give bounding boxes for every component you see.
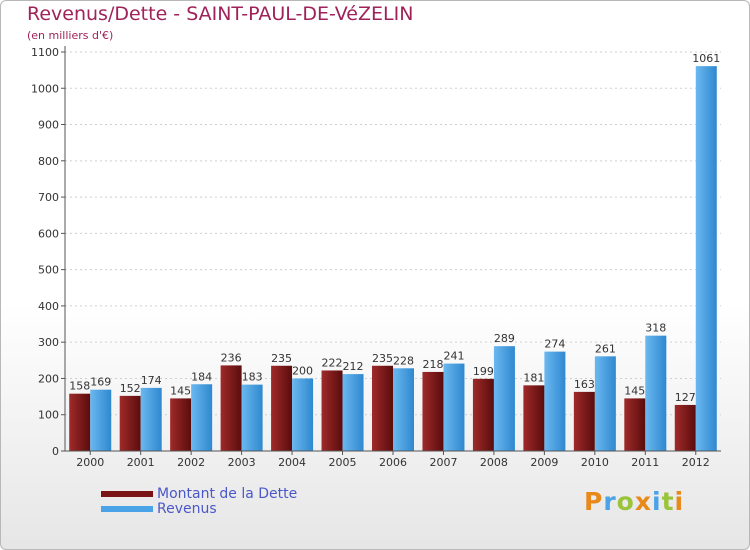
bar-revenue-2005 xyxy=(342,374,364,451)
bar-revenue-2012 xyxy=(695,66,717,451)
legend-label-debt: Montant de la Dette xyxy=(157,486,298,502)
legend-swatch-debt xyxy=(101,491,153,497)
y-tick-label: 900 xyxy=(38,119,59,132)
x-tick-label-2012: 2012 xyxy=(682,456,710,469)
proxiti-logo: Proxiti xyxy=(584,487,684,516)
data-label-debt-2009: 181 xyxy=(523,371,544,384)
data-label-revenue-2003: 183 xyxy=(242,371,263,384)
y-tick-label: 200 xyxy=(38,372,59,385)
logo-letter: P xyxy=(584,487,604,516)
bar-debt-2007 xyxy=(422,371,444,451)
logo-letter: t xyxy=(661,487,675,516)
bar-debt-2008 xyxy=(472,378,494,451)
data-label-debt-2010: 163 xyxy=(574,378,595,391)
data-label-revenue-2006: 228 xyxy=(393,354,414,367)
bar-debt-2012 xyxy=(674,404,696,451)
y-tick-label: 0 xyxy=(52,445,59,458)
data-label-debt-2012: 127 xyxy=(675,391,696,404)
logo-letter: i xyxy=(652,487,662,516)
data-label-revenue-2007: 241 xyxy=(443,350,464,363)
x-tick-label-2005: 2005 xyxy=(329,456,357,469)
y-tick-label: 700 xyxy=(38,191,59,204)
bar-revenue-2007 xyxy=(443,363,465,451)
y-tick-label: 1000 xyxy=(31,82,59,95)
x-tick-label-2008: 2008 xyxy=(480,456,508,469)
x-tick-label-2000: 2000 xyxy=(76,456,104,469)
bars xyxy=(69,66,717,451)
logo-letter: r xyxy=(603,487,617,516)
bar-debt-2005 xyxy=(321,370,343,451)
data-label-revenue-2002: 184 xyxy=(191,370,212,383)
y-tick-label: 800 xyxy=(38,155,59,168)
y-tick-label: 600 xyxy=(38,227,59,240)
data-label-debt-2000: 158 xyxy=(69,380,90,393)
logo-letter: x xyxy=(634,487,652,516)
x-tick-label-2007: 2007 xyxy=(429,456,457,469)
y-tick-label: 500 xyxy=(38,264,59,277)
data-label-debt-2003: 236 xyxy=(221,351,242,364)
x-tick-label-2006: 2006 xyxy=(379,456,407,469)
bar-debt-2003 xyxy=(220,365,242,451)
bar-revenue-2008 xyxy=(493,346,515,451)
legend-swatch-revenue xyxy=(101,506,153,512)
data-label-debt-2011: 145 xyxy=(624,384,645,397)
data-label-debt-2006: 235 xyxy=(372,352,393,365)
x-tick-label-2003: 2003 xyxy=(228,456,256,469)
bar-debt-2001 xyxy=(119,395,141,451)
bar-revenue-2009 xyxy=(544,351,566,451)
x-tick-label-2002: 2002 xyxy=(177,456,205,469)
bar-debt-2000 xyxy=(69,393,91,451)
data-label-revenue-2000: 169 xyxy=(90,376,111,389)
bar-debt-2004 xyxy=(271,365,293,451)
bar-revenue-2002 xyxy=(191,384,213,451)
bar-revenue-2003 xyxy=(241,384,263,451)
y-tick-label: 100 xyxy=(38,409,59,422)
axes xyxy=(61,46,721,455)
data-label-revenue-2008: 289 xyxy=(494,332,515,345)
y-tick-label: 1100 xyxy=(31,46,59,59)
data-label-debt-2001: 152 xyxy=(120,382,141,395)
x-tick-label-2009: 2009 xyxy=(530,456,558,469)
legend-label-revenue: Revenus xyxy=(157,501,217,517)
bar-debt-2002 xyxy=(170,398,192,451)
data-label-debt-2002: 145 xyxy=(170,384,191,397)
chart-subtitle: (en milliers d'€) xyxy=(27,29,114,42)
data-label-revenue-2005: 212 xyxy=(343,360,364,373)
data-label-revenue-2011: 318 xyxy=(645,322,666,335)
data-label-debt-2005: 222 xyxy=(322,356,343,369)
data-label-revenue-2001: 174 xyxy=(141,374,162,387)
bar-debt-2009 xyxy=(523,385,545,451)
logo-letter: o xyxy=(616,487,635,516)
bar-debt-2010 xyxy=(573,391,595,451)
data-label-revenue-2012: 1061 xyxy=(692,52,720,65)
chart-title: Revenus/Dette - SAINT-PAUL-DE-VéZELIN xyxy=(27,3,414,25)
data-label-revenue-2009: 274 xyxy=(544,338,565,351)
bar-debt-2006 xyxy=(372,365,393,451)
data-label-debt-2004: 235 xyxy=(271,352,292,365)
bar-revenue-2001 xyxy=(140,387,162,451)
bar-revenue-2000 xyxy=(90,389,112,451)
bar-revenue-2006 xyxy=(393,368,414,451)
bar-debt-2011 xyxy=(624,398,646,451)
logo-letter: i xyxy=(674,487,685,516)
data-label-revenue-2004: 200 xyxy=(292,364,313,377)
x-tick-label-2010: 2010 xyxy=(581,456,609,469)
x-tick-label-2001: 2001 xyxy=(127,456,155,469)
y-tick-label: 400 xyxy=(38,300,59,313)
x-tick-label-2011: 2011 xyxy=(631,456,659,469)
bar-revenue-2011 xyxy=(645,335,667,451)
bar-revenue-2004 xyxy=(292,378,314,451)
data-label-revenue-2010: 261 xyxy=(595,342,616,355)
data-label-debt-2007: 218 xyxy=(422,358,443,371)
bar-revenue-2010 xyxy=(594,356,616,451)
data-label-debt-2008: 199 xyxy=(473,365,494,378)
y-tick-label: 300 xyxy=(38,336,59,349)
x-tick-label-2004: 2004 xyxy=(278,456,306,469)
